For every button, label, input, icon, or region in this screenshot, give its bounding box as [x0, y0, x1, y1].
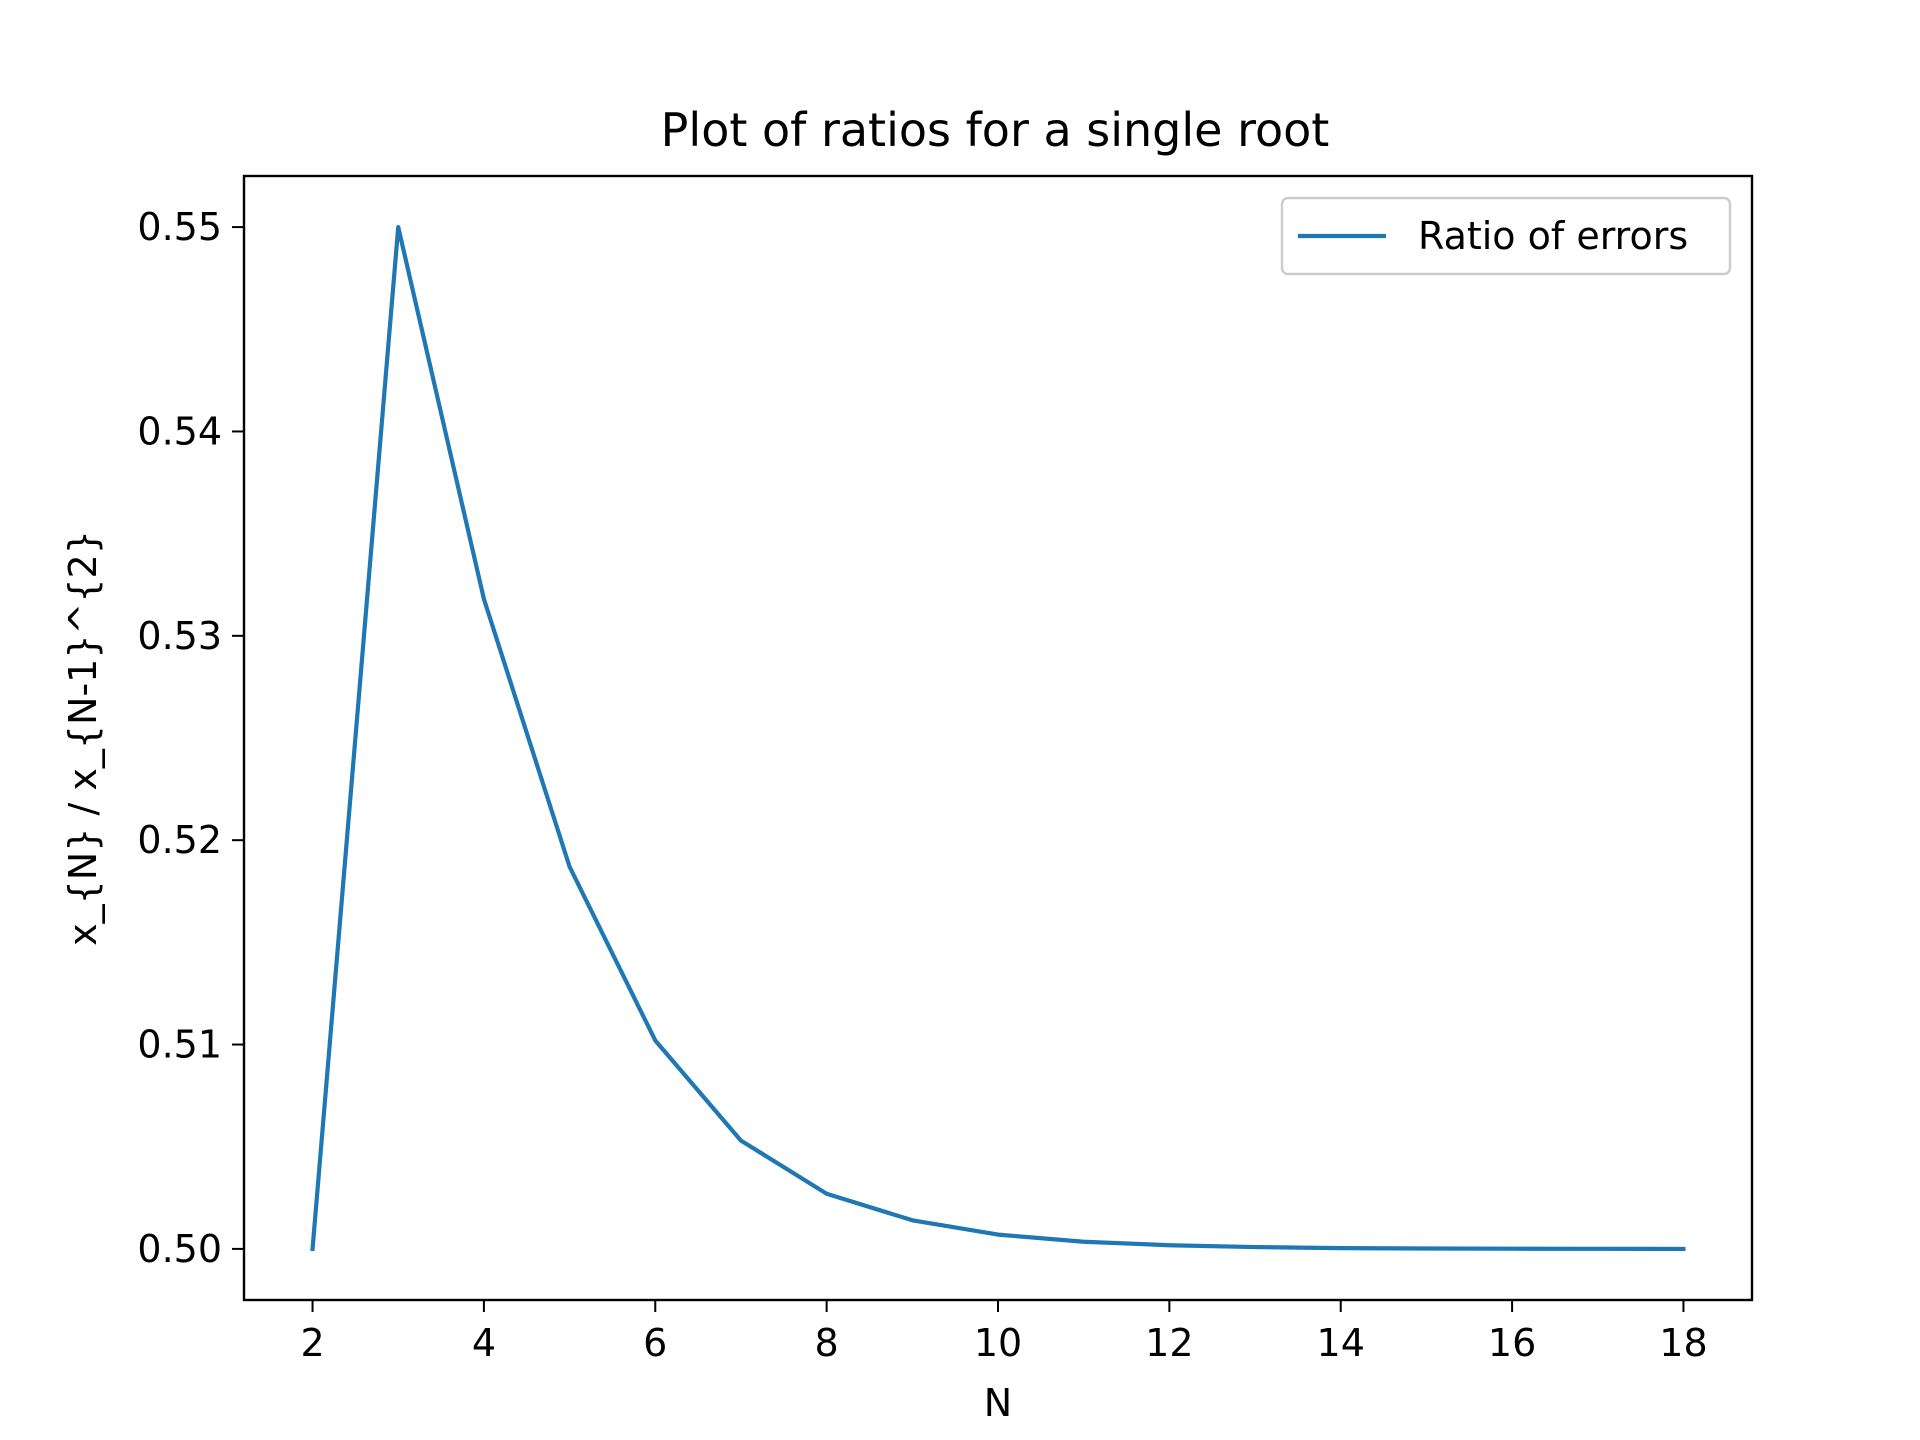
y-tick-label: 0.53: [137, 614, 222, 658]
x-tick-label: 12: [1145, 1321, 1193, 1365]
plot-area: [310, 224, 1686, 1252]
x-tick-label: 14: [1317, 1321, 1365, 1365]
chart-title: Plot of ratios for a single root: [661, 103, 1330, 157]
x-axis-label: N: [984, 1381, 1012, 1425]
y-axis: 0.50 0.51 0.52 0.53 0.54 0.55: [137, 205, 244, 1271]
legend: Ratio of errors: [1280, 196, 1732, 276]
x-axis: 2 4 6 8 10 12 14 16 18: [300, 1300, 1708, 1365]
legend-label-ratio-of-errors: Ratio of errors: [1418, 214, 1688, 258]
x-tick-label: 16: [1488, 1321, 1536, 1365]
x-tick-label: 4: [472, 1321, 496, 1365]
x-tick-label: 10: [974, 1321, 1022, 1365]
legend-box: [1280, 196, 1732, 276]
y-tick-label: 0.54: [137, 409, 222, 453]
series-line-0: [310, 224, 1686, 1252]
x-tick-label: 8: [815, 1321, 839, 1365]
x-tick-label: 2: [300, 1321, 324, 1365]
x-tick-label: 6: [643, 1321, 667, 1365]
y-tick-label: 0.52: [137, 818, 222, 862]
x-tick-label: 18: [1659, 1321, 1707, 1365]
y-tick-label: 0.55: [137, 205, 222, 249]
y-axis-label: x_{N} / x_{N-1}^{2}: [61, 530, 105, 946]
y-tick-label: 0.51: [137, 1023, 222, 1067]
y-tick-label: 0.50: [137, 1227, 222, 1271]
